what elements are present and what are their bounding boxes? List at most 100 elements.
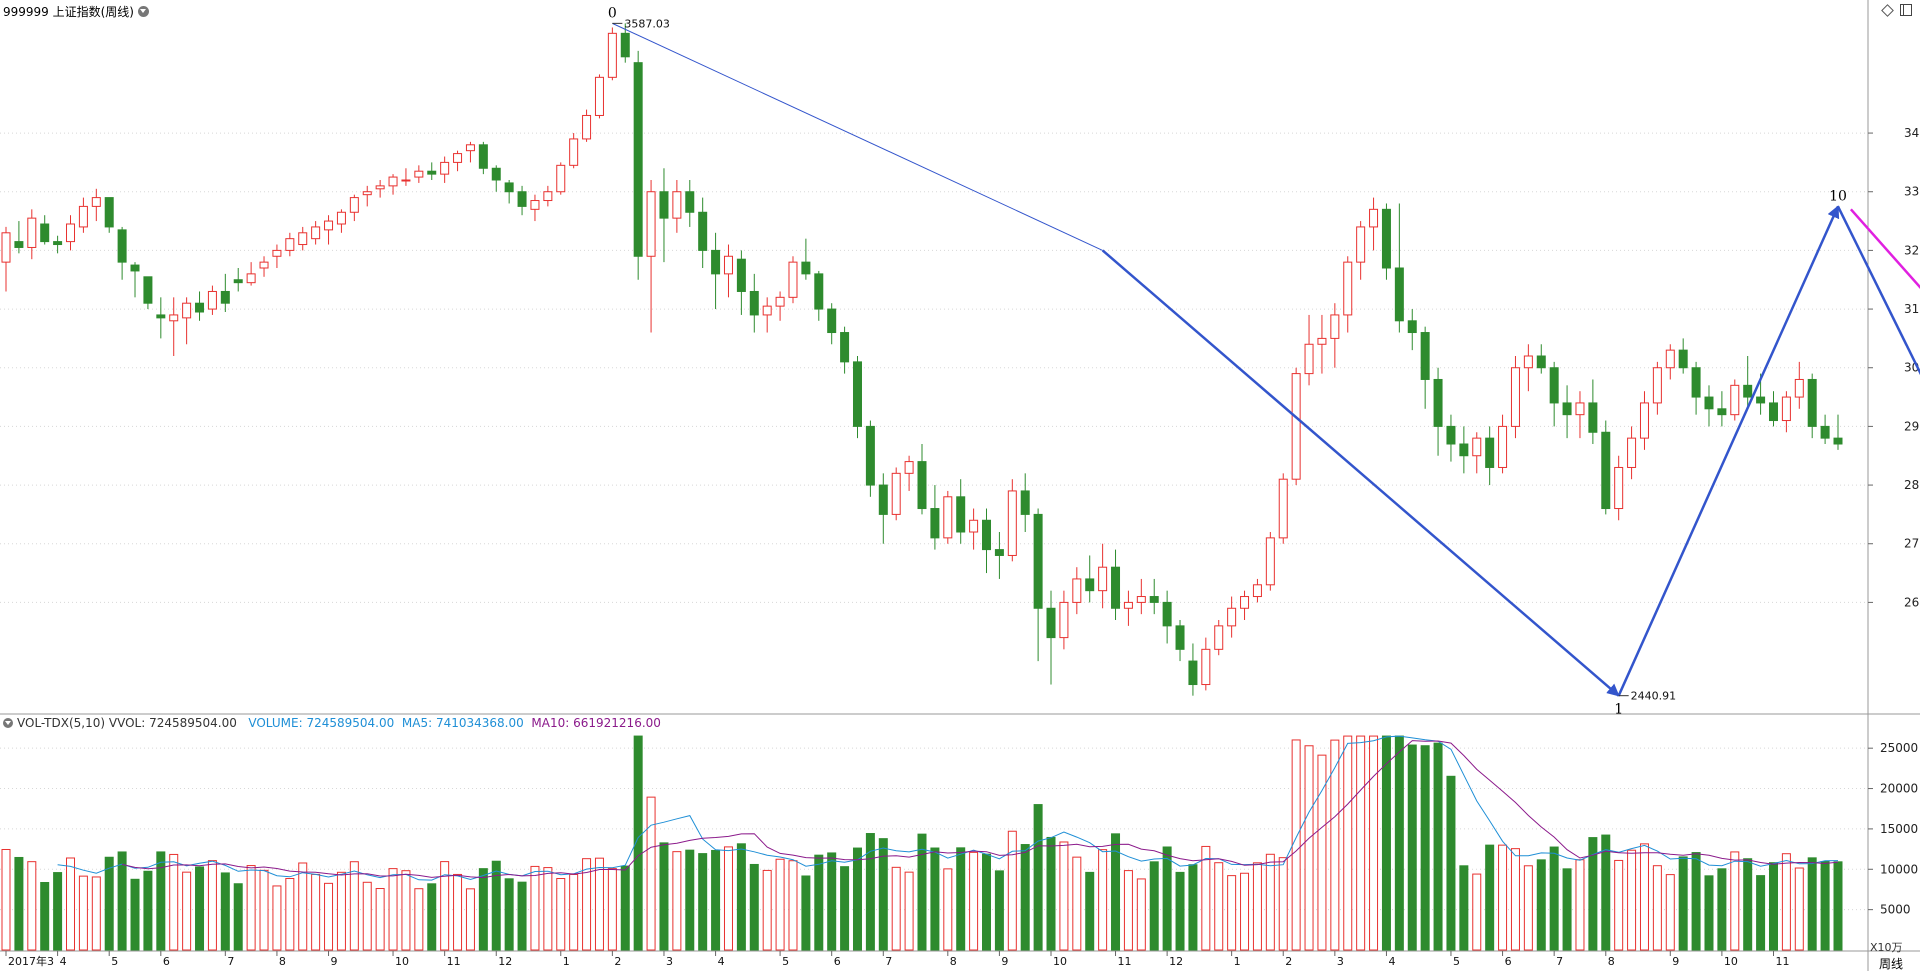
candle-body-up: [259, 261, 269, 269]
price-mark-label: 2440.91: [1631, 690, 1677, 703]
candle-body-up: [1291, 373, 1301, 480]
volume-bar-down: [156, 851, 166, 951]
panel-toggle-icon[interactable]: [1900, 4, 1912, 16]
volume-bar-down: [1433, 742, 1443, 951]
candle-body-down: [1085, 578, 1095, 592]
price-tick-label: 3200: [1904, 243, 1920, 257]
candle-body-down: [233, 279, 243, 284]
volume-bar-down: [1678, 856, 1688, 951]
date-tick-label: 11: [447, 955, 461, 968]
volume-bar-up: [1278, 857, 1288, 951]
volume-bar-down: [491, 860, 501, 951]
candle-body-up: [414, 170, 424, 178]
volume-bar-up: [1265, 853, 1275, 951]
volume-bar-down: [620, 865, 630, 951]
volume-bar-down: [852, 847, 862, 951]
candle-body-up: [543, 191, 553, 202]
candle-body-up: [1059, 601, 1069, 639]
volume-bar-down: [1394, 735, 1404, 951]
candle-body-down: [1162, 601, 1172, 627]
volume-bar-down: [14, 856, 24, 951]
candle-body-down: [878, 484, 888, 515]
volume-bar-down: [1756, 875, 1766, 951]
candle-body-up: [362, 191, 372, 196]
volume-bar-down: [1420, 745, 1430, 951]
volume-bar-down: [814, 854, 824, 951]
price-mark-label: 3587.03: [624, 17, 670, 30]
index-title: 999999 上证指数(周线): [3, 3, 149, 19]
volume-bar-down: [1588, 837, 1598, 951]
date-tick-label: 4: [718, 955, 725, 968]
volume-bar-down: [930, 847, 940, 951]
volume-bar-up: [1317, 754, 1327, 951]
candle-body-up: [1136, 596, 1146, 603]
candle-body-down: [491, 167, 501, 181]
candle-body-up: [1278, 478, 1288, 539]
volume-value: 724589504.00: [306, 716, 395, 730]
volume-bar-up: [311, 873, 321, 951]
volume-bar-up: [556, 878, 566, 951]
volume-bar-down: [1485, 844, 1495, 951]
volume-bar-up: [453, 873, 463, 951]
volume-bar-up: [1201, 845, 1211, 951]
volume-bar-down: [1162, 846, 1172, 951]
date-tick-label: 11: [1118, 955, 1132, 968]
candle-body-down: [1020, 490, 1030, 515]
candle-body-up: [607, 32, 617, 78]
volume-dropdown-icon[interactable]: [3, 718, 13, 728]
date-tick-label: 12: [1169, 955, 1183, 968]
volume-bar-down: [1562, 868, 1572, 951]
volume-bar-up: [1665, 874, 1675, 951]
date-tick-label: 5: [782, 955, 789, 968]
volume-bar-down: [1188, 864, 1198, 951]
volume-bar-up: [414, 888, 424, 951]
date-tick-label: 4: [60, 955, 67, 968]
candle-body-down: [711, 249, 721, 275]
volume-bar-down: [840, 866, 850, 951]
volume-bar-down: [1085, 871, 1095, 951]
candle-body-up: [1472, 437, 1482, 457]
volume-bar-up: [1639, 843, 1649, 951]
volume-bar-up: [336, 871, 346, 951]
candle-body-up: [1794, 378, 1804, 398]
volume-bar-up: [530, 865, 540, 951]
volume-bar-down: [801, 875, 811, 951]
volume-bar-up: [182, 871, 192, 951]
candle-body-down: [1536, 355, 1546, 369]
date-tick-label: 3: [666, 955, 673, 968]
candle-body-up: [1510, 367, 1520, 427]
volume-bar-up: [1523, 865, 1533, 951]
candle-body-down: [1459, 443, 1469, 457]
diamond-icon[interactable]: [1881, 3, 1894, 17]
volume-bar-down: [1046, 836, 1056, 951]
volume-bar-down: [1111, 833, 1121, 951]
date-tick-label: 3: [1337, 955, 1344, 968]
date-tick-label: 10: [1724, 955, 1738, 968]
candle-body-down: [53, 241, 63, 246]
volume-bar-up: [943, 868, 953, 951]
period-label[interactable]: 周线: [1879, 957, 1904, 971]
candle-body-up: [530, 200, 540, 210]
candle-body-down: [517, 191, 527, 207]
candle-body-up: [401, 179, 411, 182]
candle-body-up: [1304, 343, 1314, 375]
dropdown-icon[interactable]: [138, 5, 149, 17]
candle-body-down: [1149, 596, 1159, 603]
candle-body-down: [749, 290, 759, 316]
volume-bar-up: [362, 881, 372, 951]
candle-body-up: [1240, 596, 1250, 609]
volume-bar-down: [1459, 865, 1469, 951]
candle-body-up: [27, 217, 37, 248]
candle-body-down: [1175, 625, 1185, 650]
candle-body-down: [1446, 425, 1456, 445]
wave-label: 1: [1614, 702, 1623, 718]
candle-body-down: [994, 549, 1004, 556]
price-tick-label: 2800: [1904, 478, 1920, 492]
candle-body-down: [220, 290, 230, 304]
volume-bar-down: [878, 838, 888, 951]
date-tick-label: 12: [498, 955, 512, 968]
candle-body-up: [1652, 367, 1662, 404]
date-tick-label: 6: [163, 955, 170, 968]
candle-body-down: [195, 302, 205, 313]
